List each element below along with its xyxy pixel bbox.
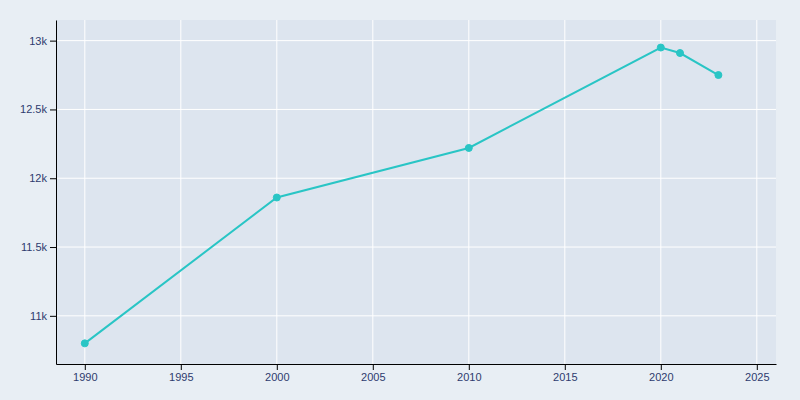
y-tick-mark bbox=[50, 109, 56, 110]
y-tick-mark bbox=[50, 247, 56, 248]
background bbox=[0, 0, 800, 400]
x-tick-label: 2025 bbox=[745, 371, 769, 383]
x-axis-line bbox=[57, 364, 777, 365]
x-tick-mark bbox=[661, 364, 662, 370]
x-tick-mark bbox=[85, 364, 86, 370]
grid bbox=[56, 20, 776, 364]
grid-line-x bbox=[84, 20, 85, 364]
chart-svg: 1990 1995 2000 2005 2010 2015 2020 2025 11k 11.5k… bbox=[0, 0, 800, 400]
grid-line-y bbox=[56, 178, 776, 179]
x-tick: 2000 bbox=[265, 364, 289, 383]
y-axis: 11k 11.5k 12k 12.5k 13k bbox=[20, 21, 56, 365]
grid-line-x bbox=[660, 20, 661, 364]
grid-line-y bbox=[56, 40, 776, 41]
x-tick-label: 2005 bbox=[361, 371, 385, 383]
grid-line-y bbox=[56, 247, 776, 248]
y-tick-label: 12k bbox=[29, 172, 47, 184]
y-tick-mark bbox=[50, 316, 56, 317]
x-tick-mark bbox=[181, 364, 182, 370]
x-tick-mark bbox=[565, 364, 566, 370]
y-tick-label: 12.5k bbox=[20, 103, 47, 115]
grid-line-x bbox=[180, 20, 181, 364]
x-tick-label: 1995 bbox=[169, 371, 193, 383]
line bbox=[85, 48, 719, 344]
plot: 1990 1995 2000 2005 2010 2015 2020 2025 11k 11.5k… bbox=[20, 20, 776, 383]
grid-line-x bbox=[468, 20, 469, 364]
grid-line-x bbox=[564, 20, 565, 364]
plot-background bbox=[56, 20, 776, 364]
x-tick-mark bbox=[469, 364, 470, 370]
x-tick-label: 1990 bbox=[73, 371, 97, 383]
y-tick-mark bbox=[50, 41, 56, 42]
grid-line-y bbox=[56, 109, 776, 110]
point bbox=[677, 50, 684, 57]
grid-line-x bbox=[756, 20, 757, 364]
y-tick: 13k bbox=[29, 35, 56, 47]
grid-line-y bbox=[56, 315, 776, 316]
x-tick-label: 2015 bbox=[553, 371, 577, 383]
data-marks bbox=[81, 44, 722, 347]
x-tick-label: 2020 bbox=[649, 371, 673, 383]
x-tick: 1995 bbox=[169, 364, 193, 383]
x-axis: 1990 1995 2000 2005 2010 2015 2020 2025 bbox=[57, 364, 777, 383]
y-tick-label: 11.5k bbox=[21, 241, 48, 253]
x-tick: 2020 bbox=[649, 364, 673, 383]
y-tick-label: 11k bbox=[30, 310, 47, 322]
x-tick-label: 2000 bbox=[265, 371, 289, 383]
point bbox=[657, 44, 664, 51]
grid-line-x bbox=[372, 20, 373, 364]
y-tick: 11k bbox=[30, 310, 56, 322]
point bbox=[273, 194, 280, 201]
point bbox=[81, 340, 88, 347]
point bbox=[465, 144, 472, 151]
point bbox=[715, 72, 722, 79]
x-tick-label: 2010 bbox=[457, 371, 481, 383]
y-tick: 11.5k bbox=[21, 241, 56, 253]
y-tick-label: 13k bbox=[29, 35, 47, 47]
x-tick: 2010 bbox=[457, 364, 481, 383]
x-tick-mark bbox=[373, 364, 374, 370]
x-tick: 2015 bbox=[553, 364, 577, 383]
y-axis-line bbox=[56, 21, 57, 365]
y-tick: 12.5k bbox=[20, 103, 56, 115]
x-tick: 2005 bbox=[361, 364, 385, 383]
x-tick: 2025 bbox=[745, 364, 769, 383]
x-tick: 1990 bbox=[73, 364, 97, 383]
x-tick-mark bbox=[277, 364, 278, 370]
y-tick: 12k bbox=[29, 172, 56, 184]
grid-line-x bbox=[276, 20, 277, 364]
x-tick-mark bbox=[757, 364, 758, 370]
y-tick-mark bbox=[50, 178, 56, 179]
